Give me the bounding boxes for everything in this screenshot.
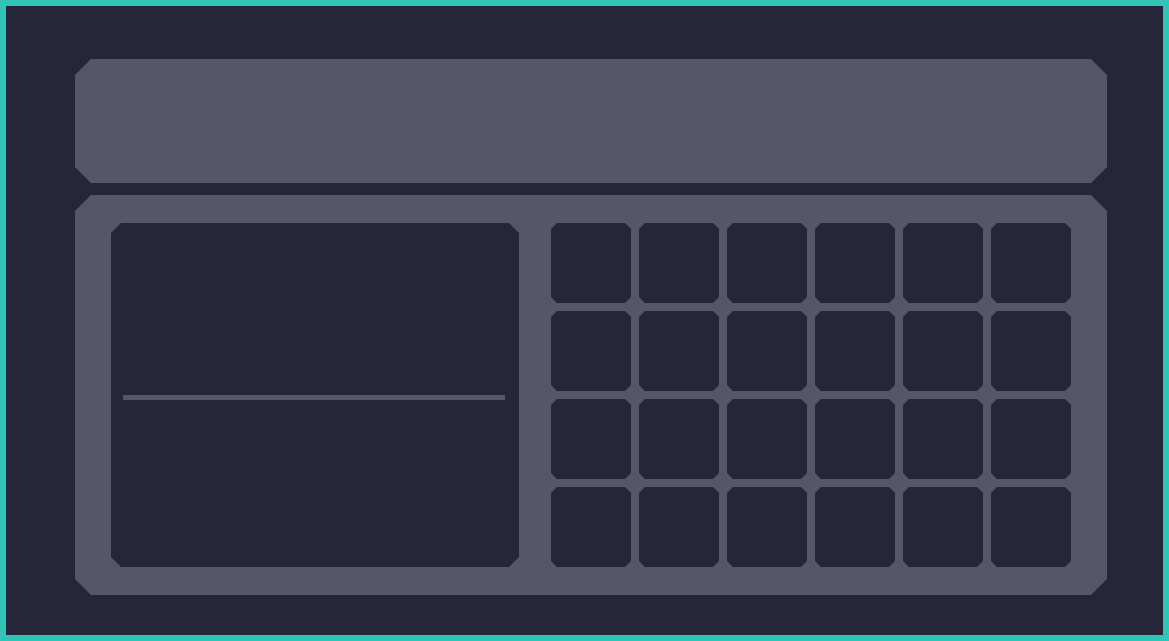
inventory-slot[interactable] (639, 487, 719, 567)
inventory-slot[interactable] (727, 487, 807, 567)
inventory-slot[interactable] (815, 399, 895, 479)
inventory-slot[interactable] (639, 311, 719, 391)
inventory-slot[interactable] (903, 311, 983, 391)
item-description (123, 409, 505, 557)
inventory-slot[interactable] (815, 223, 895, 303)
inventory-slot-grid (551, 223, 1071, 567)
inventory-slot[interactable] (903, 487, 983, 567)
item-name (123, 233, 505, 389)
inventory-slot[interactable] (991, 487, 1071, 567)
inventory-slot[interactable] (551, 487, 631, 567)
inventory-slot[interactable] (815, 311, 895, 391)
preview-divider (123, 395, 505, 400)
inventory-slot[interactable] (727, 311, 807, 391)
inventory-slot[interactable] (903, 223, 983, 303)
inventory-slot[interactable] (551, 311, 631, 391)
header-bar (75, 59, 1107, 183)
inventory-slot[interactable] (551, 223, 631, 303)
header-title (75, 59, 1107, 183)
inventory-slot[interactable] (639, 223, 719, 303)
item-preview-box (111, 223, 519, 567)
inventory-slot[interactable] (991, 399, 1071, 479)
inventory-slot[interactable] (815, 487, 895, 567)
inventory-slot[interactable] (727, 223, 807, 303)
inventory-slot[interactable] (639, 399, 719, 479)
inventory-slot[interactable] (727, 399, 807, 479)
inventory-slot[interactable] (991, 311, 1071, 391)
inventory-slot[interactable] (551, 399, 631, 479)
inventory-slot[interactable] (991, 223, 1071, 303)
inventory-slot[interactable] (903, 399, 983, 479)
inventory-panel (75, 195, 1107, 595)
